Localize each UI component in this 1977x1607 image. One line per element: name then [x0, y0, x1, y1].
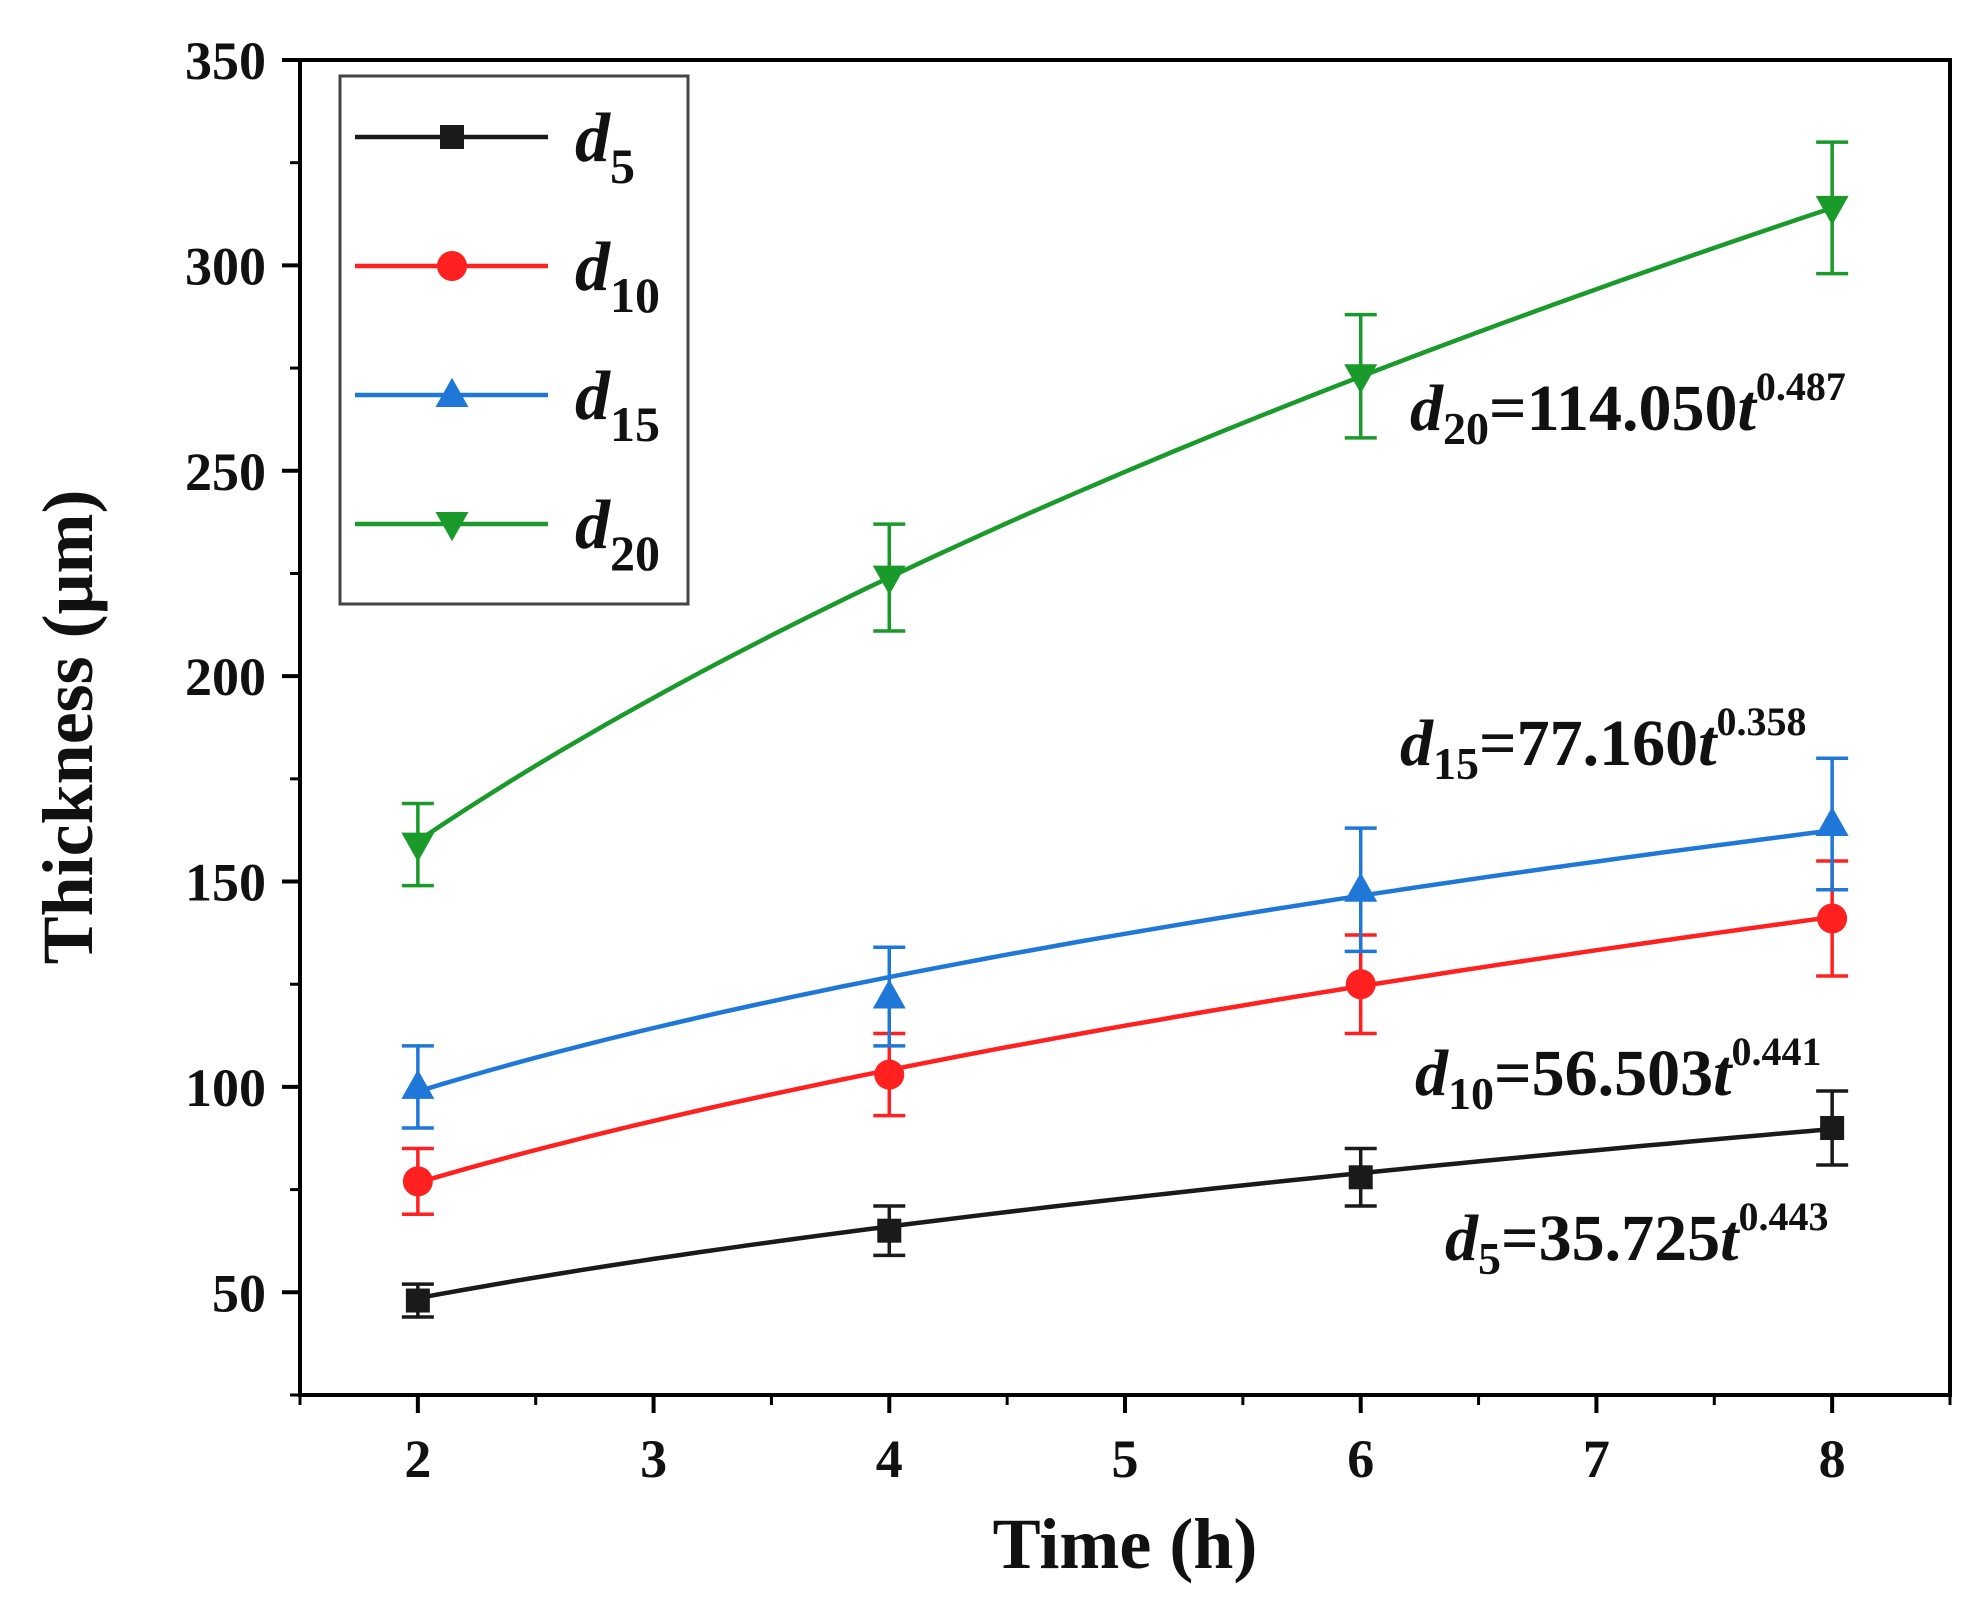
eq-var: d [1400, 707, 1434, 780]
data-point-d10 [1345, 969, 1376, 1000]
y-tick-label: 250 [185, 442, 266, 502]
eq-coef: =77.160 [1479, 707, 1698, 780]
legend-sub: 5 [610, 138, 635, 194]
eq-sub: 20 [1443, 403, 1489, 454]
data-point-d10 [1817, 903, 1848, 934]
eq-t: t [1713, 1037, 1733, 1110]
eq-t: t [1698, 707, 1718, 780]
y-axis-title: Thickness (μm) [28, 490, 108, 965]
eq-t: t [1720, 1202, 1740, 1275]
legend-label-d5: d5 [575, 100, 635, 194]
x-tick-label: 4 [876, 1429, 903, 1489]
eq-var: d [1410, 372, 1444, 445]
x-tick-label: 2 [404, 1429, 431, 1489]
eq-coef: =114.050 [1489, 372, 1737, 445]
eq-exp: 0.358 [1716, 699, 1806, 744]
legend-marker-d10 [437, 251, 467, 281]
legend-label-d20: d20 [575, 487, 660, 581]
data-point-d10 [402, 1166, 433, 1197]
eq-exp: 0.487 [1756, 364, 1846, 409]
data-point-d15 [872, 979, 906, 1009]
data-point-d20 [1344, 364, 1378, 394]
data-point-d15 [1344, 872, 1378, 902]
legend-marker-d15 [435, 377, 469, 407]
x-tick-label: 8 [1819, 1429, 1846, 1489]
data-point-d10 [874, 1059, 905, 1090]
fit-curve-d10 [417, 914, 1833, 1185]
x-tick-label: 5 [1112, 1429, 1139, 1489]
legend-var: d [575, 229, 611, 306]
legend-label-d15: d15 [575, 358, 660, 452]
data-point-d5 [1348, 1165, 1373, 1190]
fit-curve-d5 [417, 1126, 1833, 1301]
eq-coef: =35.725 [1501, 1202, 1720, 1275]
eq-var: d [1445, 1202, 1479, 1275]
equation-d5: d5=35.725t0.443 [1445, 1194, 1828, 1284]
y-tick-label: 100 [185, 1058, 266, 1118]
eq-sub: 10 [1448, 1068, 1494, 1119]
legend-sub: 20 [610, 525, 660, 581]
legend-box [338, 74, 690, 606]
eq-exp: 0.443 [1738, 1194, 1828, 1239]
eq-t: t [1737, 372, 1757, 445]
equation-d20: d20=114.050t0.487 [1410, 364, 1846, 454]
data-point-d15 [1815, 806, 1849, 837]
x-tick-label: 3 [640, 1429, 667, 1489]
eq-sub: 15 [1433, 738, 1479, 789]
legend-sub: 10 [610, 267, 660, 323]
equation-d15: d15=77.160t0.358 [1400, 699, 1806, 789]
legend-sub: 15 [610, 396, 660, 452]
data-point-d20 [872, 565, 906, 595]
y-tick-label: 200 [185, 647, 266, 707]
fit-curve-d15 [417, 828, 1833, 1094]
y-tick-label: 150 [185, 853, 266, 913]
legend-marker-d20 [435, 512, 469, 542]
eq-var: d [1415, 1037, 1449, 1110]
y-tick-label: 50 [212, 1263, 266, 1323]
y-tick-label: 350 [185, 31, 266, 91]
data-point-d15 [401, 1069, 435, 1099]
x-axis-title: Time (h) [993, 1504, 1258, 1584]
eq-exp: 0.441 [1731, 1029, 1821, 1074]
legend-var: d [575, 487, 611, 564]
y-tick-label: 300 [185, 236, 266, 296]
fit-equations: d5=35.725t0.443d10=56.503t0.441d15=77.16… [1400, 364, 1846, 1284]
legend-label-d10: d10 [575, 229, 660, 323]
legend-marker-d5 [440, 125, 464, 149]
data-point-d5 [1820, 1116, 1845, 1140]
equation-d10: d10=56.503t0.441 [1415, 1029, 1821, 1119]
data-markers [401, 195, 1849, 1313]
fit-curve-d20 [416, 205, 1833, 843]
data-point-d5 [877, 1218, 902, 1243]
legend-var: d [575, 358, 611, 435]
data-point-d20 [401, 832, 435, 862]
data-point-d5 [405, 1288, 430, 1313]
x-tick-label: 6 [1347, 1429, 1374, 1489]
data-point-d20 [1815, 195, 1849, 226]
eq-coef: =56.503 [1494, 1037, 1713, 1110]
fit-curves [416, 205, 1833, 1301]
eq-sub: 5 [1478, 1233, 1501, 1284]
axis-ticks: 2 3 4 5 6 7 8 50 100 150 200 250 300 350 [185, 31, 1952, 1489]
x-tick-label: 7 [1583, 1429, 1610, 1489]
legend-var: d [575, 100, 611, 177]
